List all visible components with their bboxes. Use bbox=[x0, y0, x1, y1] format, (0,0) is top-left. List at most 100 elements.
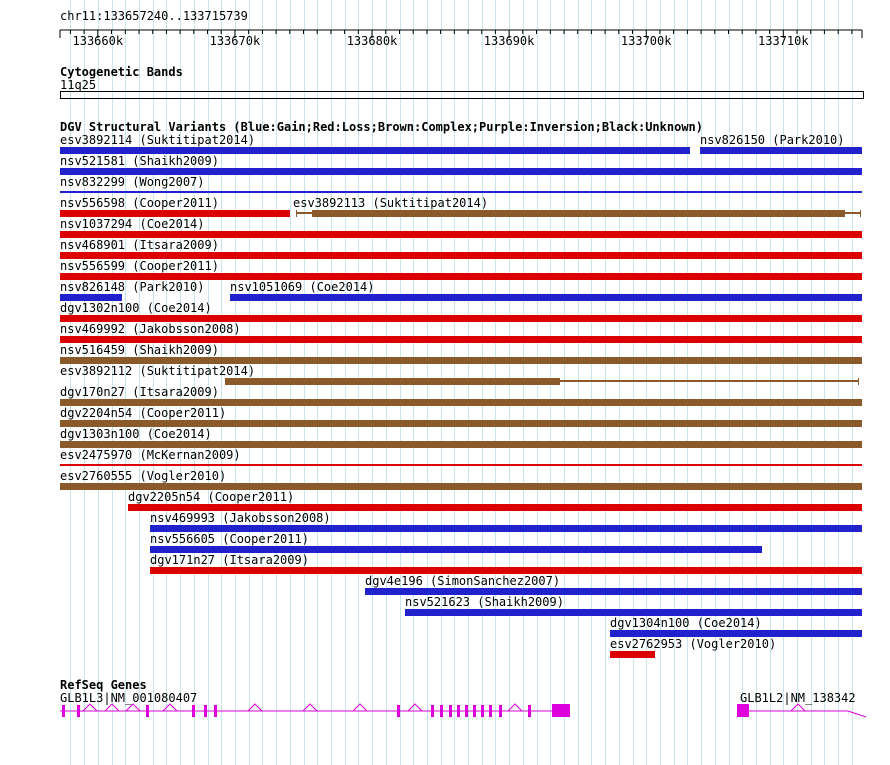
variant-label[interactable]: dgv4e196 (SimonSanchez2007) bbox=[365, 574, 561, 588]
gridline bbox=[618, 0, 620, 765]
variant-bar[interactable] bbox=[60, 336, 862, 343]
variant-bar[interactable] bbox=[60, 357, 862, 364]
gridline bbox=[97, 0, 99, 765]
gridline bbox=[605, 0, 607, 765]
variant-bar[interactable] bbox=[560, 380, 858, 382]
variant-bar[interactable] bbox=[312, 210, 845, 217]
variant-label[interactable]: nsv516459 (Shaikh2009) bbox=[60, 343, 219, 357]
variant-bar[interactable] bbox=[60, 399, 862, 406]
variant-bar[interactable] bbox=[60, 147, 690, 154]
variant-bar[interactable] bbox=[60, 294, 122, 301]
gridline bbox=[797, 0, 798, 765]
variant-bar[interactable] bbox=[225, 378, 560, 385]
ruler-tick-label: 133680k bbox=[346, 34, 398, 48]
variant-bar[interactable] bbox=[60, 191, 862, 193]
variant-bar[interactable] bbox=[60, 273, 862, 280]
variant-label[interactable]: dgv1303n100 (Coe2014) bbox=[60, 427, 212, 441]
gridline bbox=[646, 0, 648, 765]
gridline bbox=[687, 0, 689, 765]
gridline bbox=[564, 0, 565, 765]
ruler-tick-label: 133690k bbox=[483, 34, 535, 48]
variant-bar[interactable] bbox=[610, 630, 862, 637]
gridline bbox=[659, 0, 661, 765]
gridline bbox=[207, 0, 209, 765]
variant-label[interactable]: nsv469993 (Jakobsson2008) bbox=[150, 511, 331, 525]
variant-bar[interactable] bbox=[150, 567, 862, 574]
variant-label[interactable]: esv3892113 (Suktitipat2014) bbox=[293, 196, 489, 210]
variant-bar[interactable] bbox=[860, 210, 861, 217]
gridline bbox=[769, 0, 771, 765]
variant-bar[interactable] bbox=[60, 315, 862, 322]
gridline bbox=[673, 0, 675, 765]
variant-label[interactable]: nsv1037294 (Coe2014) bbox=[60, 217, 205, 231]
refseq-track-title: RefSeq Genes bbox=[60, 678, 147, 692]
gridline bbox=[783, 0, 785, 765]
variant-label[interactable]: nsv556599 (Cooper2011) bbox=[60, 259, 219, 273]
variant-label[interactable]: esv2762953 (Vogler2010) bbox=[610, 637, 777, 651]
variant-bar[interactable] bbox=[858, 378, 859, 385]
variant-bar[interactable] bbox=[150, 525, 862, 532]
cytoband-name: 11q25 bbox=[60, 78, 97, 92]
variant-label[interactable]: dgv170n27 (Itsara2009) bbox=[60, 385, 219, 399]
region-coordinates: chr11:133657240..133715739 bbox=[60, 9, 248, 23]
variant-bar[interactable] bbox=[610, 651, 655, 658]
gene-label[interactable]: GLB1L2|NM_138342 bbox=[740, 691, 856, 705]
gridline bbox=[70, 0, 72, 765]
ruler-tick-label: 133700k bbox=[620, 34, 672, 48]
gridline bbox=[591, 0, 593, 765]
variant-bar[interactable] bbox=[150, 546, 762, 553]
variant-label[interactable]: dgv1304n100 (Coe2014) bbox=[610, 616, 762, 630]
cytoband-ideogram[interactable] bbox=[60, 91, 864, 99]
variant-bar[interactable] bbox=[60, 483, 862, 490]
variant-label[interactable]: dgv1302n100 (Coe2014) bbox=[60, 301, 212, 315]
variant-bar[interactable] bbox=[405, 609, 862, 616]
variant-label[interactable]: dgv2204n54 (Cooper2011) bbox=[60, 406, 227, 420]
variant-label[interactable]: nsv832299 (Wong2007) bbox=[60, 175, 205, 189]
gridline bbox=[755, 0, 757, 765]
variant-label[interactable]: esv2760555 (Vogler2010) bbox=[60, 469, 227, 483]
gridline bbox=[152, 0, 154, 765]
variant-label[interactable]: nsv521581 (Shaikh2009) bbox=[60, 154, 219, 168]
gridline bbox=[577, 0, 579, 765]
variant-bar[interactable] bbox=[700, 147, 862, 154]
variant-bar[interactable] bbox=[230, 294, 862, 301]
variant-label[interactable]: nsv521623 (Shaikh2009) bbox=[405, 595, 564, 609]
gridline bbox=[125, 0, 127, 765]
variant-bar[interactable] bbox=[60, 252, 862, 259]
variant-bar[interactable] bbox=[60, 168, 862, 175]
ruler bbox=[59, 29, 863, 38]
variant-bar[interactable] bbox=[128, 504, 862, 511]
variant-bar[interactable] bbox=[845, 212, 860, 214]
refseq-gene-glyphs bbox=[60, 703, 867, 718]
variant-label[interactable]: esv3892112 (Suktitipat2014) bbox=[60, 364, 256, 378]
gridline bbox=[111, 0, 113, 765]
variant-label[interactable]: esv2475970 (McKernan2009) bbox=[60, 448, 241, 462]
gridline bbox=[193, 0, 195, 765]
variant-label[interactable]: dgv171n27 (Itsara2009) bbox=[150, 553, 309, 567]
variant-bar[interactable] bbox=[60, 420, 862, 427]
variant-label[interactable]: nsv826150 (Park2010) bbox=[700, 133, 845, 147]
variant-label[interactable]: nsv556598 (Cooper2011) bbox=[60, 196, 219, 210]
variant-bar[interactable] bbox=[60, 441, 862, 448]
gridline bbox=[166, 0, 168, 765]
variant-label[interactable]: nsv826148 (Park2010) bbox=[60, 280, 205, 294]
variant-label[interactable]: nsv1051069 (Coe2014) bbox=[230, 280, 375, 294]
variant-label[interactable]: dgv2205n54 (Cooper2011) bbox=[128, 490, 295, 504]
variant-bar[interactable] bbox=[296, 212, 312, 214]
gridline bbox=[632, 0, 634, 765]
gridline bbox=[714, 0, 716, 765]
ruler-tick-label: 133660k bbox=[72, 34, 124, 48]
variant-bar[interactable] bbox=[365, 588, 862, 595]
variant-label[interactable]: esv3892114 (Suktitipat2014) bbox=[60, 133, 256, 147]
gridline bbox=[742, 0, 744, 765]
variant-bar[interactable] bbox=[60, 231, 862, 238]
variant-label[interactable]: nsv468901 (Itsara2009) bbox=[60, 238, 219, 252]
gene-label[interactable]: GLB1L3|NM_001080407 bbox=[60, 691, 198, 705]
variant-label[interactable]: nsv556605 (Cooper2011) bbox=[150, 532, 309, 546]
variant-label[interactable]: nsv469992 (Jakobsson2008) bbox=[60, 322, 241, 336]
variant-bar[interactable] bbox=[60, 464, 862, 466]
variant-bar[interactable] bbox=[60, 210, 290, 217]
gridline bbox=[810, 0, 812, 765]
gridline bbox=[838, 0, 840, 765]
